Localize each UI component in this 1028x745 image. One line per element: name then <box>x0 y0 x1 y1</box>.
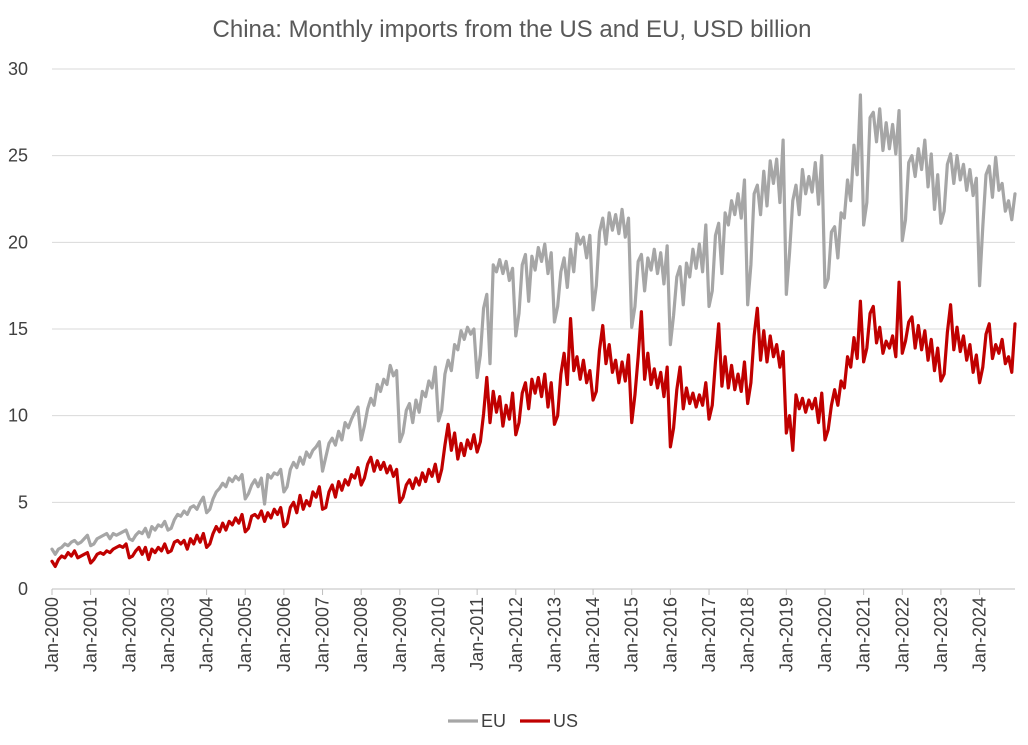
x-tick-label: Jan-2001 <box>81 597 101 672</box>
y-tick-label: 0 <box>18 579 28 599</box>
y-tick-label: 10 <box>8 406 28 426</box>
legend-label-us: US <box>553 711 578 731</box>
series-line-eu <box>50 93 1017 556</box>
x-tick-label: Jan-2005 <box>235 597 255 672</box>
x-tick-label: Jan-2013 <box>544 597 564 672</box>
x-tick-label: Jan-2008 <box>351 597 371 672</box>
x-tick-label: Jan-2021 <box>854 597 874 672</box>
x-tick-label: Jan-2014 <box>583 597 603 672</box>
chart-title: China: Monthly imports from the US and E… <box>213 16 812 43</box>
x-tick-label: Jan-2023 <box>931 597 951 672</box>
legend: EU US <box>448 711 578 731</box>
x-tick-label: Jan-2003 <box>158 597 178 672</box>
x-tick-label: Jan-2002 <box>119 597 139 672</box>
y-tick-label: 15 <box>8 319 28 339</box>
x-tick-label: Jan-2024 <box>970 597 990 672</box>
x-tick-label: Jan-2012 <box>506 597 526 672</box>
x-tick-label: Jan-2020 <box>815 597 835 672</box>
x-tick-label: Jan-2010 <box>428 597 448 672</box>
x-tick-label: Jan-2017 <box>699 597 719 672</box>
x-tick-label: Jan-2016 <box>660 597 680 672</box>
x-tick-label: Jan-2006 <box>274 597 294 672</box>
series-lines <box>50 93 1017 569</box>
y-axis-ticks: 0 5 10 15 20 25 30 <box>8 59 28 599</box>
y-tick-label: 30 <box>8 59 28 79</box>
x-tick-label: Jan-2000 <box>42 597 62 672</box>
y-tick-label: 5 <box>18 492 28 512</box>
x-axis-ticks: Jan-2000 Jan-2001 Jan-2002 Jan-2003 Jan-2004… <box>42 589 990 672</box>
x-tick-label: Jan-2011 <box>467 597 487 671</box>
x-tick-label: Jan-2009 <box>390 597 410 672</box>
x-tick-label: Jan-2007 <box>313 597 333 672</box>
x-tick-label: Jan-2018 <box>738 597 758 672</box>
x-tick-label: Jan-2022 <box>892 597 912 672</box>
x-tick-label: Jan-2019 <box>776 597 796 672</box>
legend-label-eu: EU <box>481 711 506 731</box>
y-tick-label: 25 <box>8 146 28 166</box>
y-tick-label: 20 <box>8 232 28 252</box>
x-tick-label: Jan-2015 <box>622 597 642 672</box>
x-tick-label: Jan-2004 <box>197 597 217 672</box>
series-line-us <box>50 280 1017 569</box>
